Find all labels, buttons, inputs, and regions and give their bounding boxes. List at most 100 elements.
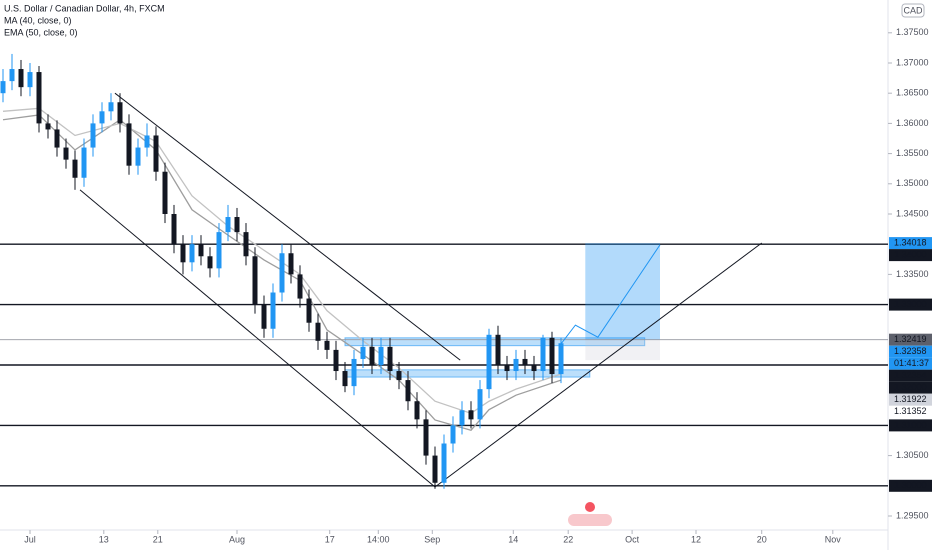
candle-body <box>333 349 339 372</box>
candle-body <box>153 135 159 172</box>
candle-body <box>405 380 411 402</box>
candle-body <box>198 244 204 257</box>
y-tick-label: 1.36000 <box>896 118 929 128</box>
y-tick-label: 1.35000 <box>896 178 929 188</box>
price-label-box <box>889 393 932 406</box>
y-tick-label: 1.33500 <box>896 269 929 279</box>
currency[interactable]: CAD <box>903 5 923 15</box>
candle-body <box>486 334 492 390</box>
candle-body <box>468 410 474 420</box>
candle-body <box>252 256 258 305</box>
price-label-box <box>889 381 932 394</box>
candle-body <box>108 102 114 112</box>
y-tick-label: 1.35500 <box>896 148 929 158</box>
candle-body <box>414 401 420 420</box>
candle-body <box>306 298 312 323</box>
candle-body <box>288 253 294 275</box>
x-tick-label: 12 <box>691 534 701 544</box>
x-tick-label: Nov <box>825 534 842 544</box>
candle-body <box>225 217 231 233</box>
position-target <box>585 243 661 340</box>
candle-body <box>99 111 105 124</box>
trend-line <box>434 242 763 488</box>
candle-body <box>315 322 321 341</box>
price-label-box <box>889 419 932 432</box>
candle-body <box>513 358 519 372</box>
candle-body <box>9 69 15 82</box>
price-label-box <box>889 357 932 370</box>
candle-body <box>207 256 213 269</box>
x-tick-label: Aug <box>229 534 245 544</box>
y-tick-label: 1.34500 <box>896 208 929 218</box>
candle-body <box>270 292 276 329</box>
x-tick-label: Jul <box>24 534 36 544</box>
candle-body <box>81 147 87 178</box>
price-label: 1.34018 <box>894 237 927 247</box>
candle-body <box>243 232 249 257</box>
price-label: 1.32419 <box>894 334 927 344</box>
candle-body <box>342 371 348 387</box>
candle-body <box>531 364 537 372</box>
candle-body <box>162 171 168 214</box>
candle-body <box>549 337 555 375</box>
candle-body <box>36 72 42 124</box>
candle-body <box>117 102 123 124</box>
candle-body <box>450 425 456 444</box>
candle-body <box>495 334 501 365</box>
candle-body <box>540 337 546 372</box>
x-tick-label: 13 <box>99 534 109 544</box>
price-label: 1.34000 <box>894 249 927 259</box>
y-tick-label: 1.30500 <box>896 450 929 460</box>
price-label: 1.31000 <box>894 420 927 430</box>
price-label: 1.33000 <box>894 299 927 309</box>
candle-body <box>396 371 402 381</box>
x-tick-label: 14 <box>508 534 518 544</box>
price-label-box <box>889 298 932 311</box>
event-icon[interactable] <box>585 502 595 512</box>
candle-body <box>54 129 60 148</box>
candle-body <box>261 304 267 329</box>
price-label-box <box>889 369 932 382</box>
candle-body <box>18 69 24 88</box>
y-tick-label: 1.36500 <box>896 88 929 98</box>
candle-body <box>135 147 141 166</box>
candle-body <box>189 244 195 263</box>
trend-line <box>114 92 461 361</box>
candle-body <box>432 455 438 483</box>
price-label: 1.31922 <box>894 394 927 404</box>
candle-body <box>45 123 51 130</box>
candle-body <box>477 389 483 420</box>
price-label: 1.32358 <box>894 346 927 356</box>
candle-body <box>378 346 384 365</box>
candle-body <box>558 343 564 375</box>
legend-entry: MA (40, close, 0) <box>4 15 72 25</box>
price-label-box <box>889 345 932 358</box>
candle-body <box>459 410 465 426</box>
candle-body <box>387 346 393 372</box>
candle-body <box>324 340 330 350</box>
candle-body <box>441 443 447 483</box>
trend-line <box>79 189 436 488</box>
plot-area <box>0 53 888 489</box>
y-tick-label: 1.29500 <box>896 510 929 520</box>
candle-body <box>423 419 429 456</box>
candle-body <box>351 358 357 387</box>
y-tick-label: 1.37000 <box>896 57 929 67</box>
x-tick-label: 22 <box>563 534 573 544</box>
price-label: 1.32354 <box>894 370 927 380</box>
candle-body <box>72 159 78 178</box>
currency-box[interactable] <box>901 3 925 18</box>
candle-body <box>234 217 240 233</box>
candle-body <box>522 358 528 365</box>
event-icons[interactable] <box>568 514 612 526</box>
candle-body <box>171 213 177 245</box>
candle-body <box>63 147 69 160</box>
candle-body <box>216 232 222 269</box>
countdown-label: 01:41:37 <box>894 358 929 368</box>
price-label-box <box>889 237 932 250</box>
candle-body <box>0 81 6 94</box>
x-tick-label: 20 <box>757 534 767 544</box>
candle-body <box>126 123 132 166</box>
